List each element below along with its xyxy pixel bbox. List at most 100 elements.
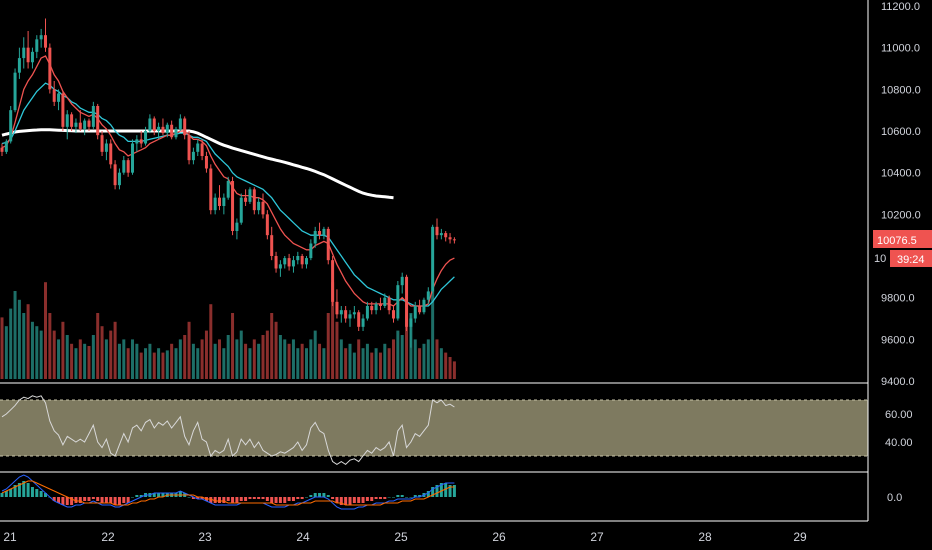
candle-body (274, 256, 278, 269)
volume-bar (135, 343, 139, 379)
candle-body (218, 197, 221, 206)
candle-body (191, 151, 195, 161)
volume-bar (196, 348, 200, 379)
volume-bar (309, 339, 313, 379)
macd-histogram-bar (83, 497, 87, 501)
volume-bar (370, 352, 374, 379)
candle-body (57, 93, 61, 102)
price-tick-label: 10200.0 (881, 209, 921, 221)
candle-body (222, 197, 226, 206)
volume-bar (131, 339, 134, 379)
candle-body (165, 124, 169, 134)
date-tick-label: 22 (101, 530, 115, 544)
volume-bar (318, 343, 322, 379)
date-tick-label: 26 (492, 530, 506, 544)
candle-body (178, 118, 182, 129)
rsi-band (0, 400, 868, 456)
candle-body (305, 258, 308, 265)
candle-body (174, 128, 178, 138)
candle-body (170, 124, 174, 138)
rsi-pane[interactable] (0, 395, 868, 466)
candle-body (283, 258, 287, 265)
volume-bar (22, 313, 26, 379)
volume-bar (178, 339, 182, 379)
candle-body (374, 303, 378, 311)
candle-body (187, 135, 191, 161)
candle-body (387, 297, 391, 311)
volume-bar (252, 339, 256, 379)
macd-histogram-bar (448, 485, 452, 497)
volume-bar (187, 321, 191, 379)
macd-histogram-bar (374, 497, 378, 499)
date-tick-label: 28 (698, 530, 712, 544)
macd-histogram-bar (161, 493, 165, 497)
macd-histogram-bar (157, 493, 161, 497)
volume-bar (26, 304, 30, 379)
candle-body (109, 143, 113, 165)
candle-body (339, 310, 343, 315)
candle-body (426, 291, 430, 300)
volume-bar (278, 335, 282, 379)
price-tick-label: 9600.0 (881, 334, 915, 346)
candle-body (104, 143, 108, 152)
volume-bar (30, 321, 34, 379)
candle-body (405, 276, 409, 327)
candle-body (148, 118, 152, 131)
volume-bar (231, 313, 235, 379)
candle-body (296, 256, 300, 261)
candle-body (413, 306, 417, 319)
volume-bar (0, 317, 4, 379)
macd-histogram-bar (122, 497, 126, 503)
macd-histogram-bar (313, 493, 317, 497)
macd-pane[interactable] (0, 474, 456, 510)
candle-body (48, 47, 52, 90)
volume-bar (39, 330, 43, 379)
candle-body (248, 189, 252, 202)
date-tick-label: 21 (3, 530, 17, 544)
price-tick-label: 9800.0 (881, 293, 915, 305)
macd-histogram-bar (352, 497, 356, 503)
volume-bar (296, 348, 300, 379)
volume-bar (17, 299, 21, 379)
candle-body (74, 122, 78, 127)
candle-body (452, 239, 456, 241)
volume-bar (418, 348, 422, 379)
volume-bar (352, 352, 356, 379)
candle-body (244, 197, 248, 202)
volume-bar (439, 348, 443, 379)
macd-histogram-bar (17, 483, 21, 497)
volume-bar (339, 339, 343, 379)
volume-bar (300, 343, 304, 379)
macd-histogram-bar (413, 495, 417, 497)
macd-histogram-bar (4, 491, 8, 497)
macd-histogram-bar (400, 495, 404, 497)
macd-histogram-bar (278, 497, 282, 503)
candle-body (331, 260, 335, 302)
candle-body (383, 297, 387, 306)
macd-histogram-bar (231, 497, 235, 503)
rsi-line (1, 395, 455, 466)
volume-bar (9, 308, 13, 379)
price-tick-label: 11000.0 (881, 43, 920, 55)
macd-histogram-bar (113, 497, 117, 505)
candle-body (378, 303, 382, 306)
macd-histogram-bar (322, 493, 326, 497)
rsi-tick-label: 40.00 (885, 437, 913, 449)
candle-body (183, 118, 187, 136)
candle-body (100, 135, 104, 152)
macd-histogram-bar (383, 497, 387, 499)
volume-bar (117, 343, 121, 379)
candle-body (418, 306, 422, 313)
macd-histogram-bar (257, 497, 261, 499)
macd-histogram-bar (44, 493, 47, 497)
candle-body (213, 197, 217, 211)
candle-body (396, 285, 400, 319)
macd-histogram-bar (270, 497, 274, 503)
candle-body (313, 231, 317, 244)
macd-histogram-bar (26, 483, 30, 497)
volume-bar (52, 330, 56, 379)
price-pane[interactable] (0, 18, 456, 380)
macd-histogram-bar (370, 497, 374, 501)
